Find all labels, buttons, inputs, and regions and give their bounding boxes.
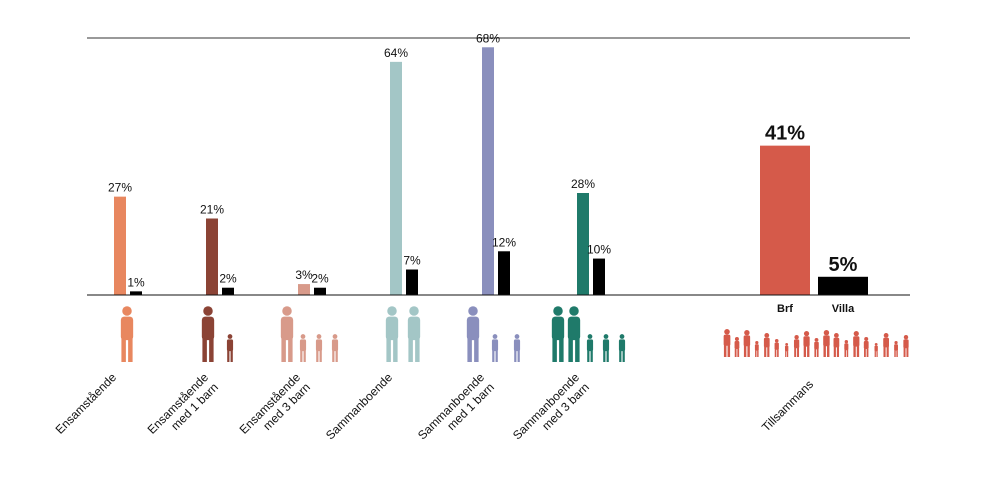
person-icon (618, 334, 626, 362)
legend-brf: Brf (777, 303, 793, 315)
people-icon-group-0 (120, 306, 134, 362)
category-label-1: Ensamståendemed 1 barn (145, 370, 222, 447)
person-icon (754, 341, 759, 357)
person-icon (491, 334, 499, 362)
person-icon (586, 334, 594, 362)
data-label-brf-2: 3% (295, 268, 313, 282)
person-icon (602, 334, 610, 362)
person-icon (844, 340, 849, 357)
person-icon (883, 333, 889, 357)
category-label-line: Ensamstående (53, 370, 120, 437)
person-icon (823, 330, 830, 357)
person-icon (466, 306, 480, 362)
person-icon (551, 306, 565, 362)
person-icon (784, 343, 789, 357)
bar-brf-5 (577, 193, 589, 295)
person-icon (903, 335, 909, 357)
bar-brf-3 (390, 61, 402, 295)
bar-brf-4 (482, 47, 494, 296)
person-icon (331, 334, 339, 362)
person-icon (803, 331, 810, 357)
person-icon (299, 334, 307, 362)
data-label-villa-5: 10% (587, 243, 611, 257)
data-label-brf-5: 28% (571, 177, 595, 191)
person-icon (723, 329, 731, 357)
data-label-brf-6: 41% (765, 123, 805, 145)
data-label-brf-0: 27% (108, 181, 132, 195)
people-icon-group-6 (723, 329, 909, 357)
bar-villa-3 (406, 269, 418, 295)
bar-brf-2 (298, 284, 310, 295)
category-label-line: Tillsammans (759, 377, 816, 434)
person-icon (743, 330, 751, 357)
data-label-villa-6: 5% (829, 254, 858, 276)
person-icon (863, 337, 869, 357)
bar-brf-6 (760, 145, 810, 295)
person-icon (226, 334, 234, 362)
people-icon-group-2 (280, 306, 339, 362)
bar-villa-6 (818, 276, 868, 295)
data-label-villa-0: 1% (127, 275, 145, 289)
category-label-0: Ensamstående (53, 370, 120, 437)
data-label-brf-3: 64% (384, 46, 408, 60)
data-label-brf-1: 21% (200, 203, 224, 217)
bar-villa-5 (593, 258, 605, 295)
bars-layer: 27%1%21%2% 3%2%64%7%68%12%28%10%41%5%Brf V… (108, 31, 868, 315)
category-labels-layer: Ensamstående Ensamståendemed 1 barn Ensams… (53, 370, 817, 452)
bar-villa-4 (498, 251, 510, 295)
category-label-line: Sammanboende (323, 370, 395, 442)
category-label-4: Sammanboendemed 1 barn (415, 370, 497, 452)
person-icon (833, 333, 840, 357)
bar-villa-2 (314, 287, 326, 295)
category-label-3: Sammanboende (323, 370, 395, 442)
person-icon (280, 306, 294, 362)
data-label-villa-2: 2% (311, 272, 329, 286)
category-label-5: Sammanboendemed 3 barn (510, 370, 592, 452)
person-icon (774, 339, 779, 357)
person-icon (513, 334, 521, 362)
person-icon (763, 333, 770, 357)
person-icon (315, 334, 323, 362)
person-icon (385, 306, 399, 362)
person-icon (874, 343, 878, 357)
people-icon-group-5 (551, 306, 626, 362)
people-icon-group-4 (466, 306, 521, 362)
bar-brf-0 (114, 196, 126, 295)
bar-villa-0 (130, 291, 142, 295)
category-label-6: Tillsammans (759, 377, 816, 434)
person-icon (853, 331, 860, 357)
person-icon (734, 337, 740, 357)
data-label-brf-4: 68% (476, 31, 500, 45)
people-icon-group-1 (201, 306, 234, 362)
data-label-villa-1: 2% (219, 272, 237, 286)
people-icon-group-3 (385, 306, 421, 362)
person-icon (894, 341, 898, 357)
person-icon (567, 306, 581, 362)
person-icon (120, 306, 134, 362)
person-icon (814, 338, 819, 357)
people-icons-layer (120, 306, 909, 362)
person-icon (201, 306, 215, 362)
bar-villa-1 (222, 287, 234, 295)
data-label-villa-3: 7% (403, 254, 421, 268)
category-label-2: Ensamståendemed 3 barn (237, 370, 314, 447)
person-icon (793, 335, 800, 357)
person-icon (407, 306, 421, 362)
legend-villa: Villa (832, 303, 855, 315)
bar-brf-1 (206, 218, 218, 295)
data-label-villa-4: 12% (492, 235, 516, 249)
